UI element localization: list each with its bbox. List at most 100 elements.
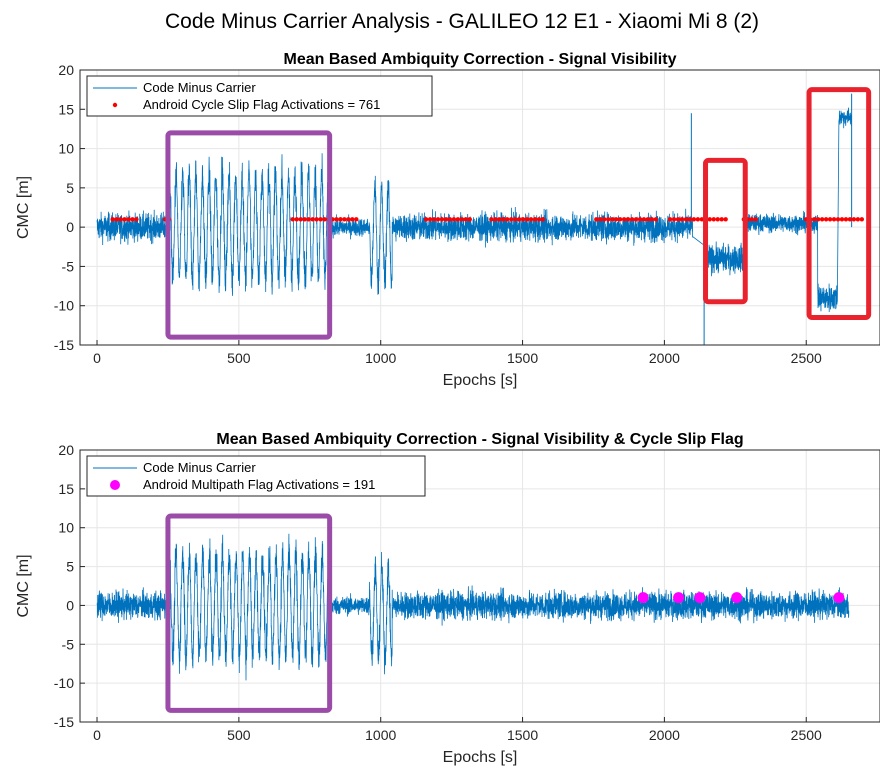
cycle-slip-marker bbox=[851, 217, 857, 222]
cycle-slip-marker bbox=[512, 217, 518, 222]
cycle-slip-marker bbox=[423, 217, 429, 222]
cycle-slip-marker bbox=[354, 217, 359, 222]
cycle-slip-marker bbox=[342, 217, 347, 222]
x-tick-label: 500 bbox=[227, 350, 251, 366]
cycle-slip-marker bbox=[532, 217, 538, 222]
cycle-slip-marker bbox=[509, 217, 514, 222]
cycle-slip-marker bbox=[505, 217, 510, 222]
panel-signal-visibility-cycle-slip: 0 500 1000 1500 2000 2500 -15 -10 -5 0 5 10 15 20 Mean… bbox=[15, 431, 880, 766]
y-tick-label: 10 bbox=[58, 141, 74, 157]
cycle-slip-marker bbox=[645, 217, 651, 222]
cycle-slip-marker bbox=[322, 217, 327, 222]
legend: Code Minus Carrier Android Multipath Flag… bbox=[86, 455, 426, 497]
panel-title: Mean Based Ambiquity Correction - Signal… bbox=[216, 431, 743, 448]
cycle-slip-marker bbox=[711, 217, 716, 222]
cycle-slip-marker bbox=[707, 217, 712, 222]
y-axis-label: CMC [m] bbox=[15, 176, 32, 239]
cycle-slip-marker bbox=[621, 217, 627, 222]
cycle-slip-marker bbox=[653, 217, 659, 222]
cycle-slip-marker bbox=[606, 217, 611, 222]
y-tick-label: -10 bbox=[54, 298, 74, 314]
cycle-slip-marker bbox=[122, 217, 127, 222]
cycle-slip-marker bbox=[667, 217, 673, 222]
x-tick-label: 2000 bbox=[649, 727, 680, 743]
legend-box bbox=[86, 455, 426, 497]
cycle-slip-marker bbox=[501, 217, 506, 222]
plot-content bbox=[96, 533, 850, 681]
cycle-slip-marker bbox=[753, 217, 758, 222]
cycle-slip-marker bbox=[695, 217, 701, 222]
cycle-slip-marker bbox=[497, 217, 502, 222]
cycle-slip-marker bbox=[130, 217, 135, 222]
series-line-cmc bbox=[96, 533, 850, 681]
cycle-slip-marker bbox=[723, 217, 728, 222]
multipath-marker bbox=[637, 592, 649, 604]
axes-frame bbox=[79, 449, 880, 723]
cycle-slip-marker bbox=[524, 217, 530, 222]
x-tick-label: 2000 bbox=[649, 350, 680, 366]
cycle-slip-marker bbox=[699, 217, 705, 222]
cycle-slip-marker bbox=[298, 217, 303, 222]
legend-box bbox=[86, 75, 433, 117]
legend: Code Minus Carrier Android Cycle Slip Fla… bbox=[86, 75, 433, 117]
cycle-slip-marker bbox=[649, 217, 655, 222]
y-tick-label: -15 bbox=[54, 337, 74, 353]
cycle-slip-marker bbox=[683, 217, 689, 222]
cycle-slip-marker bbox=[831, 217, 837, 222]
cycle-slip-marker bbox=[609, 217, 615, 222]
y-tick-label: 5 bbox=[66, 180, 74, 196]
panel-title: Mean Based Ambiquity Correction - Signal… bbox=[284, 51, 677, 68]
cycle-slip-marker bbox=[489, 217, 494, 222]
cycle-slip-marker bbox=[294, 217, 299, 222]
cycle-slip-marker bbox=[811, 217, 817, 222]
cycle-slip-marker bbox=[118, 217, 123, 222]
cycle-slip-marker bbox=[451, 217, 457, 222]
cycle-slip-marker bbox=[310, 217, 315, 222]
x-tick-label: 1000 bbox=[365, 727, 396, 743]
cycle-slip-marker bbox=[691, 217, 697, 222]
cycle-slip-marker bbox=[110, 217, 115, 222]
multipath-marker bbox=[694, 592, 706, 604]
y-tick-label: -15 bbox=[54, 714, 74, 730]
cycle-slip-marker bbox=[602, 217, 607, 222]
highlight-box-red bbox=[806, 87, 872, 321]
cycle-slip-marker bbox=[520, 217, 526, 222]
cycle-slip-marker bbox=[629, 217, 635, 222]
cycle-slip-marker bbox=[687, 217, 693, 222]
cycle-slip-marker bbox=[455, 217, 461, 222]
cycle-slip-marker bbox=[633, 217, 639, 222]
cycle-slip-marker bbox=[613, 217, 619, 222]
highlight-box-purple bbox=[165, 130, 333, 340]
cycle-slip-marker bbox=[671, 217, 677, 222]
cycle-slip-marker bbox=[427, 217, 433, 222]
cycle-slip-marker bbox=[467, 217, 472, 222]
legend-marker-swatch bbox=[112, 102, 118, 108]
y-tick-label: 20 bbox=[58, 442, 74, 458]
x-tick-label: 500 bbox=[227, 727, 251, 743]
cycle-slip-marker bbox=[290, 217, 295, 222]
cycle-slip-marker bbox=[463, 217, 469, 222]
cycle-slip-marker bbox=[847, 217, 853, 222]
series-line-cmc bbox=[96, 107, 852, 313]
multipath-marker bbox=[731, 592, 743, 604]
series-markers bbox=[637, 592, 845, 604]
plot-content bbox=[96, 93, 865, 345]
axes-frame bbox=[79, 69, 880, 346]
cycle-slip-marker bbox=[715, 217, 720, 222]
cycle-slip-marker bbox=[855, 217, 861, 222]
cycle-slip-marker bbox=[306, 217, 311, 222]
cycle-slip-marker bbox=[346, 217, 351, 222]
x-tick-label: 0 bbox=[93, 727, 101, 743]
highlight-box-purple bbox=[165, 513, 333, 713]
cycle-slip-marker bbox=[528, 217, 534, 222]
multipath-marker bbox=[673, 592, 685, 604]
cycle-slip-marker bbox=[594, 217, 599, 222]
cycle-slip-marker bbox=[447, 217, 453, 222]
cycle-slip-marker bbox=[493, 217, 498, 222]
cycle-slip-marker bbox=[134, 217, 139, 222]
x-tick-label: 2500 bbox=[791, 727, 822, 743]
cycle-slip-marker bbox=[625, 217, 631, 222]
x-tick-label: 1500 bbox=[507, 350, 538, 366]
y-tick-label: 20 bbox=[58, 62, 74, 78]
